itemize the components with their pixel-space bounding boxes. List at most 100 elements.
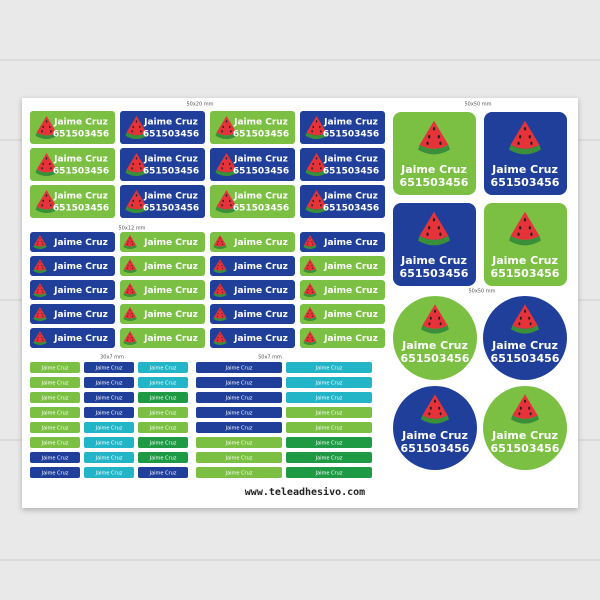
seed [438,406,441,410]
sticker-name: Jaime Cruz [323,310,378,320]
sticker-bg [286,362,372,373]
flesh [36,152,57,173]
sticker: Jaime Cruz 651503456 [210,148,295,181]
seed [131,336,133,339]
sticker-name: Jaime Cruz [143,286,198,296]
seed [222,243,224,246]
rind [123,269,137,273]
seed [229,199,231,203]
watermelon-icon [303,307,317,321]
sticker: Jaime Cruz [196,452,282,463]
sticker-bg [286,407,372,418]
seed [312,199,314,203]
sticker: Jaime Cruz [84,407,134,418]
watermelon-icon [123,235,137,249]
sticker-name: Jaime Cruz [149,441,177,447]
sticker-name: Jaime Cruz [225,471,253,477]
watermelon-icon [305,152,328,177]
seed [524,309,526,313]
sticker: Jaime Cruz 651503456 [300,185,385,218]
sticker-name: Jaime Cruz [143,334,198,344]
seed [320,167,322,170]
sticker: Jaime Cruz [286,467,372,478]
sticker-name: Jaime Cruz [143,238,198,248]
sticker: Jaime Cruz [30,437,80,448]
sticker-bg [196,422,282,433]
sticker-bg [30,452,80,463]
seed [229,162,231,166]
sticker-name: Jaime Cruz [95,366,123,372]
sticker-name: Jaime Cruz [41,426,69,432]
rind [509,235,541,246]
seed [434,399,436,403]
sticker: Jaime Cruz [30,280,115,300]
seed [39,333,41,336]
sticker: Jaime Cruz [196,407,282,418]
sticker-name: Jaime Cruz [315,411,343,417]
seed [126,315,128,318]
seed [140,167,142,170]
sticker: Jaime Cruz [286,407,372,418]
sticker-bg [84,452,134,463]
sticker-name: Jaime Cruz [401,339,468,352]
seed [140,204,142,207]
seed [312,267,314,270]
sticker-name: Jaime Cruz [95,396,123,402]
sticker-bg [286,467,372,478]
sticker: Jaime Cruz [138,407,188,418]
sticker: Jaime Cruz [196,437,282,448]
flesh [216,115,237,136]
sticker-bg [30,437,80,448]
seed [221,336,223,339]
flesh [214,331,226,343]
watermelon-icon [509,120,541,155]
sticker: Jaime Cruz [210,256,295,276]
rind [213,269,227,273]
rind [123,245,137,249]
sticker-bg [84,362,134,373]
sticker-phone: 651503456 [400,176,469,189]
flesh [214,235,226,247]
sticker-bg [30,328,115,348]
flesh [422,394,448,419]
sticker-name: Jaime Cruz [233,262,288,272]
seed [39,285,41,288]
sticker-name: Jaime Cruz [149,366,177,372]
sticker-bg [138,377,188,388]
sticker-bg [393,296,477,380]
seed [37,312,39,315]
sticker: Jaime Cruz [30,422,80,433]
seed [139,125,141,129]
seed [225,194,228,197]
seed [307,240,309,243]
seed [132,125,134,129]
sticker: Jaime Cruz [30,256,115,276]
sticker-bg [120,256,205,276]
watermelon-icon [418,211,450,246]
seed [319,199,321,203]
sticker-name: Jaime Cruz [323,117,378,127]
sticker-name: Jaime Cruz [143,310,198,320]
sticker-name: Jaime Cruz [95,456,123,462]
sticker-bg [138,362,188,373]
sticker: Jaime Cruz [30,407,80,418]
sticker-bg [30,232,115,252]
seed [45,120,48,123]
rind [303,245,317,249]
sticker-name: Jaime Cruz [53,262,108,272]
rind [421,325,449,334]
flesh [34,307,46,319]
sticker-bg [210,280,295,300]
sticker-bg [196,437,282,448]
sticker-bg [84,422,134,433]
flesh [216,189,237,210]
seed [230,130,232,133]
watermelon-icon [213,331,227,345]
seed [132,339,134,342]
sticker-name: Jaime Cruz [315,396,343,402]
seed [39,309,41,312]
sticker: Jaime Cruz [138,392,188,403]
sticker-name: Jaime Cruz [143,191,198,201]
